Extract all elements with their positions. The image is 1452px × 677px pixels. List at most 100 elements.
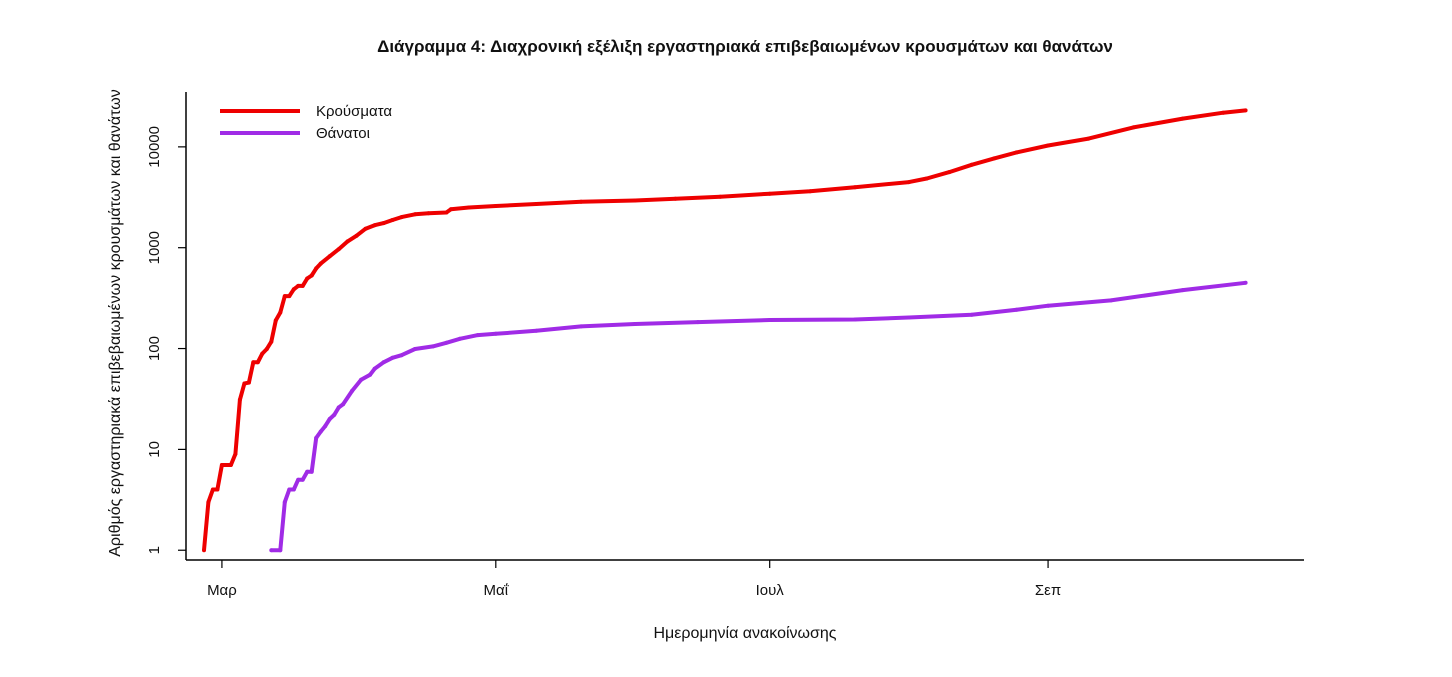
data-point [1221, 110, 1226, 115]
data-point [475, 333, 480, 338]
data-point [363, 226, 368, 231]
x-axis-label: Ημερομηνία ανακοίνωσης [653, 625, 836, 642]
data-point [368, 372, 373, 377]
data-point [1180, 116, 1185, 121]
data-point [282, 294, 287, 299]
data-point [633, 198, 637, 203]
data-point [853, 185, 857, 190]
series-layer [202, 108, 1248, 553]
data-point [210, 487, 215, 492]
data-point [695, 320, 700, 325]
y-tick-label: 1 [146, 546, 163, 554]
data-point [1014, 150, 1019, 155]
data-point [323, 424, 328, 429]
data-point [718, 194, 723, 199]
data-point [853, 317, 857, 322]
x-tick-label: Μαΐ [484, 582, 509, 599]
axes: Μαρ Μαΐ Ιουλ Σεπ 1 10 100 1000 10000 [146, 92, 1304, 599]
data-point [305, 469, 310, 474]
data-point [327, 254, 332, 259]
data-point [246, 380, 251, 385]
y-axis-label: Αριθμός εργαστηριακά επιβεβαιωμένων κρου… [107, 89, 124, 557]
series-group [202, 108, 1248, 553]
data-point [413, 212, 417, 217]
data-point [444, 340, 449, 345]
data-point [215, 487, 220, 492]
data-point [969, 162, 974, 167]
data-point [318, 429, 323, 434]
data-point [992, 156, 997, 161]
data-point [264, 347, 269, 351]
data-point [924, 176, 929, 181]
data-point [278, 310, 283, 315]
legend: Κρούσματα Θάνατοι [220, 103, 392, 142]
data-point [296, 477, 301, 482]
y-tick-label: 10000 [146, 126, 163, 168]
data-point [767, 191, 772, 196]
x-tick-label: Σεπ [1035, 582, 1061, 599]
data-point [260, 351, 265, 356]
data-point [305, 276, 310, 281]
series-group [269, 280, 1248, 553]
data-point [457, 336, 462, 341]
y-tick-label: 100 [146, 336, 163, 361]
data-point [767, 318, 772, 322]
data-point [1108, 298, 1113, 303]
data-point [947, 170, 952, 175]
data-point [466, 205, 471, 210]
data-point [906, 315, 911, 320]
data-point [372, 366, 377, 371]
data-point [1086, 136, 1091, 141]
data-point [332, 412, 337, 417]
data-point [413, 347, 417, 351]
data-point [493, 331, 498, 336]
data-point [673, 196, 678, 201]
data-point [1243, 108, 1248, 113]
data-point [390, 218, 395, 222]
data-point [228, 463, 233, 467]
data-point [808, 189, 813, 194]
data-point [255, 360, 260, 365]
data-point [633, 322, 637, 326]
data-point [300, 283, 305, 288]
data-point [273, 318, 278, 323]
data-point [372, 223, 377, 228]
data-point [399, 215, 404, 220]
data-point [309, 469, 314, 474]
data-point [350, 388, 355, 393]
data-point [390, 355, 395, 360]
data-point [359, 377, 364, 382]
legend-label: Κρούσματα [316, 103, 392, 120]
data-point [219, 463, 224, 467]
series-line [271, 280, 1246, 553]
data-point [381, 221, 386, 226]
y-tick-label: 1000 [146, 231, 163, 264]
legend-item: Θάνατοι [220, 125, 370, 142]
data-point [287, 487, 292, 492]
data-point [969, 312, 974, 317]
data-point [534, 328, 539, 333]
legend-label: Θάνατοι [316, 125, 370, 142]
data-point [291, 487, 296, 492]
data-point [269, 548, 274, 553]
data-point [242, 381, 247, 386]
data-point [534, 202, 539, 206]
data-point [309, 273, 314, 278]
data-point [300, 477, 305, 482]
data-point [354, 233, 359, 238]
data-point [336, 405, 341, 410]
data-point [251, 360, 256, 365]
x-tick-label: Μαρ [207, 582, 237, 599]
data-point [296, 283, 301, 288]
data-point [1046, 143, 1051, 148]
data-point [206, 500, 211, 505]
legend-item: Κρούσματα [220, 103, 392, 120]
data-point [906, 180, 911, 185]
data-point [314, 266, 319, 271]
data-point [314, 435, 319, 440]
data-point [327, 417, 332, 421]
data-point [381, 360, 386, 365]
data-point [1180, 288, 1185, 293]
